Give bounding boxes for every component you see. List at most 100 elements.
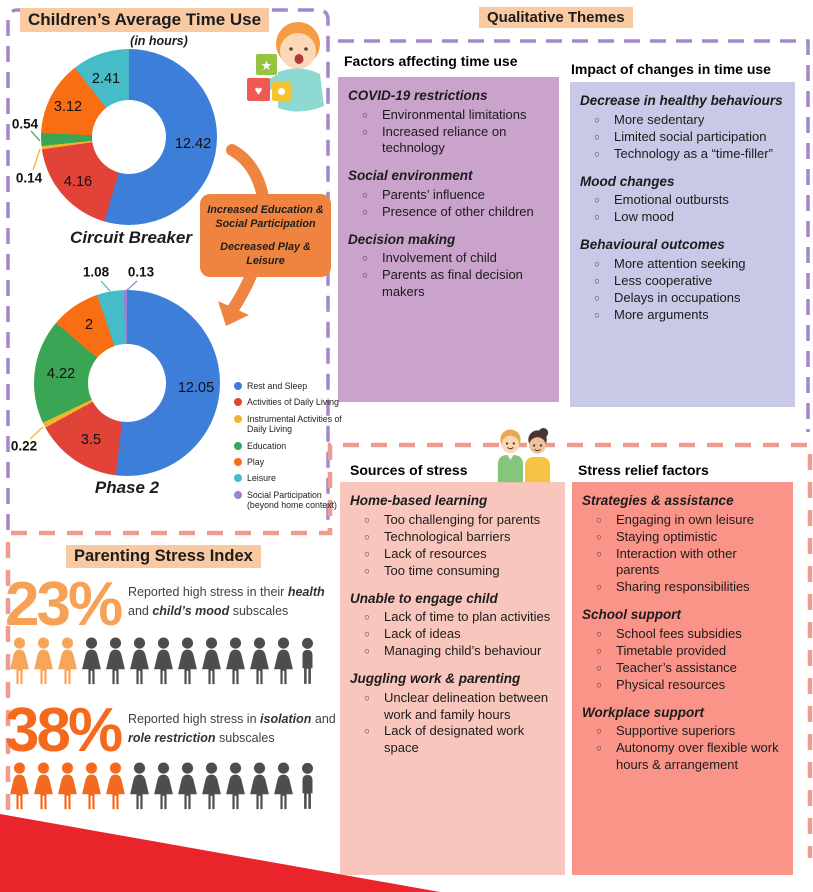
bullet-item: ○ Less cooperative <box>580 273 785 290</box>
bullet-item: ○ Interaction with other parents <box>582 546 783 580</box>
pointer-line-leisure-p2 <box>100 280 111 292</box>
bullet-item: ○ Parents’ influence <box>348 187 549 204</box>
chart-legend: Rest and Sleep Activities of Daily Living… <box>234 381 348 516</box>
bullet-marker: ○ <box>594 258 600 270</box>
bullet-text: Parents as final decision makers <box>382 267 523 300</box>
slice-label: 12.05 <box>177 380 215 396</box>
mother-top <box>524 457 551 483</box>
bullet-marker: ○ <box>364 646 370 658</box>
woman-icon <box>58 762 77 810</box>
bullet-text: Physical resources <box>616 676 726 692</box>
legend-label: Education <box>247 440 287 451</box>
stat-percent-23: 23% <box>5 570 123 639</box>
bullet-text: Environmental limitations <box>382 106 527 122</box>
svg-text:♥: ♥ <box>255 83 263 98</box>
bullet-item: ○ Lack of time to plan activities <box>350 609 555 626</box>
bullet-item: ○ Autonomy over flexible work hours & arr… <box>582 740 783 774</box>
svg-text:★: ★ <box>261 58 273 73</box>
section-title: Behavioural outcomes <box>580 237 725 253</box>
woman-icon <box>178 762 197 810</box>
bullet-text: Technological barriers <box>384 528 511 544</box>
slice-label: 0.22 <box>10 438 38 454</box>
pointer-line-iadl-p2 <box>29 426 44 440</box>
bullet-item: ○ Managing child’s behaviour <box>350 643 555 660</box>
bullet-marker: ○ <box>596 548 602 560</box>
pointer-line-iadl-cb <box>32 148 41 171</box>
donut-hole <box>88 344 166 422</box>
woman-icon <box>250 762 269 810</box>
woman-icon <box>226 637 245 685</box>
callout-line-1: Increased Education & Social Participati… <box>207 204 324 231</box>
callout-line-2: Decreased Play & Leisure <box>220 241 311 268</box>
legend-dot-icon <box>234 398 242 407</box>
woman-icon <box>58 637 77 685</box>
bullet-marker: ○ <box>594 292 600 304</box>
legend-item: Instrumental Activities of Daily Living <box>234 414 348 435</box>
bullet-text: Staying optimistic <box>616 528 718 544</box>
legend-label: Activities of Daily Living <box>247 397 339 408</box>
slice-label: 3.12 <box>53 99 83 115</box>
pictograph-row-23 <box>8 637 316 691</box>
bullet-item: ○ Supportive superiors <box>582 723 783 740</box>
bullet-item: ○ Lack of resources <box>350 546 555 563</box>
time-use-change-callout: Increased Education & Social Participati… <box>200 194 331 278</box>
slice-label: 2.41 <box>91 71 121 87</box>
bullet-item: ○ Physical resources <box>582 677 783 694</box>
bullet-marker: ○ <box>362 189 368 201</box>
bullet-text: Delays in occupations <box>614 289 741 305</box>
bullet-item: ○ Too challenging for parents <box>350 512 555 529</box>
legend-dot-icon <box>234 457 242 466</box>
chart-title-phase-2: Phase 2 <box>94 478 160 497</box>
bullet-marker: ○ <box>362 206 368 218</box>
bullet-marker: ○ <box>364 629 370 641</box>
bullet-item: ○ Timetable provided <box>582 643 783 660</box>
woman-icon <box>250 637 269 685</box>
bullet-marker: ○ <box>364 726 370 738</box>
bullet-marker: ○ <box>594 195 600 207</box>
bullet-marker: ○ <box>364 548 370 560</box>
bullet-marker: ○ <box>362 270 368 282</box>
bullet-marker: ○ <box>596 679 602 691</box>
bullet-text: Engaging in own leisure <box>616 511 755 527</box>
bullet-marker: ○ <box>364 692 370 704</box>
bullet-marker: ○ <box>596 531 602 543</box>
bullet-text: Autonomy over flexible work hours & arra… <box>616 740 779 773</box>
bullet-item: ○ Unclear delineation between work and fa… <box>350 690 555 724</box>
page-title: Children’s Average Time Use <box>20 8 270 32</box>
bullet-item: ○ Emotional outbursts <box>580 192 785 209</box>
section-title: Juggling work & parenting <box>350 671 521 687</box>
child-playing-illustration: ★ ♥ <box>247 22 324 112</box>
bullet-marker: ○ <box>596 645 602 657</box>
bullet-marker: ○ <box>594 114 600 126</box>
stat-percent-38: 38% <box>5 696 123 765</box>
section-title: Unable to engage child <box>350 590 498 606</box>
section-title: Workplace support <box>582 704 705 720</box>
woman-icon <box>10 762 29 810</box>
legend-dot-icon <box>234 490 242 499</box>
bullet-marker: ○ <box>364 514 370 526</box>
bullet-text: Too time consuming <box>384 562 500 578</box>
slice-label: 2 <box>84 317 94 333</box>
bullet-text: Unclear delineation between work and fam… <box>384 689 549 722</box>
legend-dot-icon <box>234 474 242 483</box>
chart-title-circuit-breaker: Circuit Breaker <box>70 228 192 247</box>
woman-icon <box>202 762 221 810</box>
qualitative-themes-title: Qualitative Themes <box>479 7 633 28</box>
bullet-item: ○ More arguments <box>580 307 785 324</box>
bullet-marker: ○ <box>594 275 600 287</box>
bullet-item: ○ Involvement of child <box>348 250 549 267</box>
bullet-text: Parents’ influence <box>382 186 485 202</box>
slice-label: 4.16 <box>63 174 93 190</box>
bullet-text: Supportive superiors <box>616 723 736 739</box>
legend-label: Social Participation (beyond home contex… <box>247 489 337 510</box>
legend-item: Social Participation (beyond home contex… <box>234 490 348 511</box>
panel-sources-of-stress: Home-based learning ○ Too challenging for … <box>340 482 565 875</box>
bullet-item: ○ Too time consuming <box>350 563 555 580</box>
legend-dot-icon <box>234 414 242 423</box>
panel-header-factors: Factors affecting time use <box>344 53 518 69</box>
bullet-marker: ○ <box>364 612 370 624</box>
section-title: Home-based learning <box>350 493 488 508</box>
woman-icon <box>34 762 53 810</box>
legend-label: Instrumental Activities of Daily Living <box>247 413 342 435</box>
